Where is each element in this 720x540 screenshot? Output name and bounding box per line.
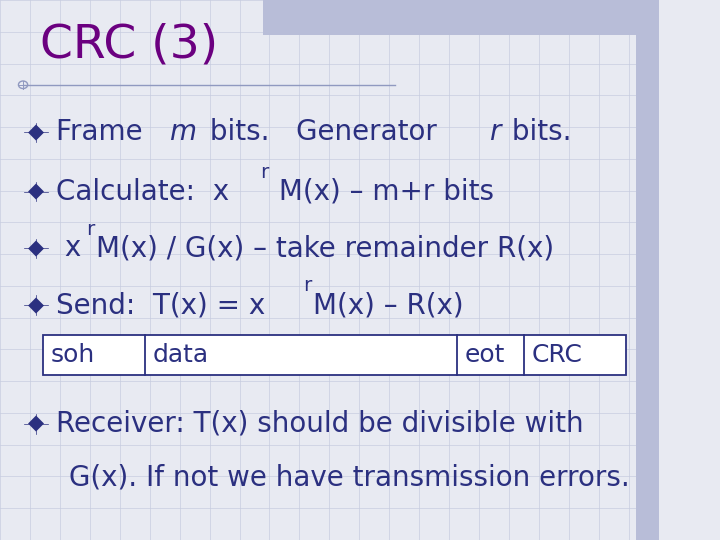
- Text: data: data: [153, 343, 209, 367]
- Text: Receiver: T(x) should be divisible with: Receiver: T(x) should be divisible with: [56, 410, 584, 438]
- Text: r: r: [303, 276, 311, 295]
- Text: G(x). If not we have transmission errors.: G(x). If not we have transmission errors…: [69, 464, 630, 492]
- Bar: [264, 0, 659, 35]
- Bar: [636, 0, 659, 540]
- Text: Calculate:  x: Calculate: x: [56, 178, 229, 206]
- Text: Frame: Frame: [56, 118, 151, 146]
- Text: m: m: [168, 118, 196, 146]
- Text: Send:  T(x) = x: Send: T(x) = x: [56, 291, 265, 319]
- Text: x: x: [56, 234, 81, 262]
- Text: M(x) – m+r bits: M(x) – m+r bits: [270, 178, 494, 206]
- Text: r: r: [261, 163, 269, 182]
- Text: soh: soh: [50, 343, 95, 367]
- Bar: [42, 335, 626, 375]
- Text: r: r: [86, 220, 94, 239]
- Text: ◆: ◆: [28, 181, 44, 202]
- Text: bits.   Generator: bits. Generator: [201, 118, 446, 146]
- Text: CRC (3): CRC (3): [40, 23, 217, 68]
- Text: ◆: ◆: [28, 238, 44, 259]
- Text: bits.: bits.: [503, 118, 572, 146]
- Text: ◆: ◆: [28, 295, 44, 315]
- Text: eot: eot: [464, 343, 505, 367]
- Text: M(x) – R(x): M(x) – R(x): [313, 291, 464, 319]
- Text: M(x) / G(x) – take remainder R(x): M(x) / G(x) – take remainder R(x): [96, 234, 554, 262]
- Text: ◆: ◆: [28, 122, 44, 143]
- Text: r: r: [490, 118, 501, 146]
- Text: CRC: CRC: [531, 343, 582, 367]
- Text: ◆: ◆: [28, 414, 44, 434]
